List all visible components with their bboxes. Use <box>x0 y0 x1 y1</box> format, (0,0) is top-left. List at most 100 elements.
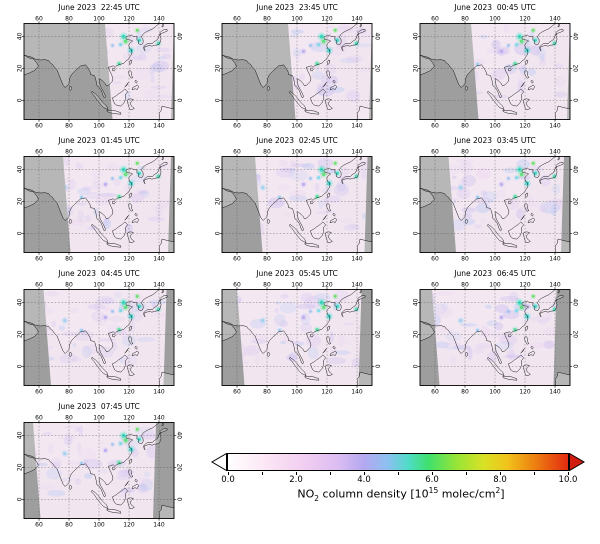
svg-text:140: 140 <box>153 388 165 395</box>
svg-text:40: 40 <box>214 298 221 306</box>
svg-text:20: 20 <box>572 64 579 72</box>
svg-text:20: 20 <box>16 463 23 471</box>
satellite-swath <box>33 422 156 519</box>
svg-text:20: 20 <box>16 330 23 338</box>
axis-ticks <box>417 287 573 388</box>
svg-text:0: 0 <box>176 98 183 102</box>
colorbar-bar-row <box>211 452 591 472</box>
axis-labels: 60 60 80 80 100 100 120 120 140 140 0 0 20 20 40 40 <box>16 148 182 262</box>
svg-text:0: 0 <box>214 231 221 235</box>
svg-text:0: 0 <box>176 364 183 368</box>
panel-title: June 2023 02:45 UTC <box>256 136 338 145</box>
svg-text:40: 40 <box>214 165 221 173</box>
coastlines <box>222 23 372 120</box>
svg-text:100: 100 <box>489 255 501 262</box>
svg-text:20: 20 <box>214 64 221 72</box>
svg-text:80: 80 <box>263 281 271 288</box>
svg-text:80: 80 <box>65 255 73 262</box>
svg-text:80: 80 <box>65 414 73 421</box>
svg-text:80: 80 <box>65 122 73 129</box>
svg-text:100: 100 <box>489 148 501 155</box>
coastlines <box>24 289 174 386</box>
svg-text:80: 80 <box>461 15 469 22</box>
svg-text:120: 120 <box>123 388 135 395</box>
colorbar-tick-mark <box>364 472 365 475</box>
colorbar-label-mid: column density [10 <box>319 487 429 501</box>
map-canvas: 60 60 80 80 100 100 120 120 140 140 0 0 20 20 40 40 <box>16 281 183 395</box>
svg-text:140: 140 <box>153 255 165 262</box>
panel-title: June 2023 01:45 UTC <box>58 136 140 145</box>
svg-text:80: 80 <box>263 15 271 22</box>
svg-text:0: 0 <box>16 497 23 501</box>
axis-ticks <box>21 287 177 388</box>
svg-text:40: 40 <box>16 165 23 173</box>
coastlines <box>222 156 372 253</box>
svg-text:100: 100 <box>93 255 105 262</box>
panel-title: June 2023 06:45 UTC <box>454 269 536 278</box>
colorbar-tick-mark <box>432 472 433 475</box>
svg-text:140: 140 <box>549 281 561 288</box>
svg-text:100: 100 <box>291 255 303 262</box>
svg-text:100: 100 <box>291 122 303 129</box>
map-canvas: 60 60 80 80 100 100 120 120 140 140 0 0 20 20 40 40 <box>412 281 578 395</box>
svg-text:120: 120 <box>321 15 333 22</box>
svg-text:20: 20 <box>412 197 419 205</box>
svg-text:100: 100 <box>291 281 303 288</box>
colorbar-label-pre: NO <box>297 487 315 501</box>
colorbar-label-sub: 2 <box>314 493 320 503</box>
coastlines <box>24 23 174 120</box>
svg-text:60: 60 <box>35 148 43 155</box>
map-canvas: 60 60 80 80 100 100 120 120 140 140 0 0 20 20 40 40 <box>214 148 381 262</box>
colorbar-ticks: 0.0 2.0 4.0 6.0 8.0 10.0 <box>221 472 577 486</box>
svg-text:100: 100 <box>489 15 501 22</box>
svg-text:0: 0 <box>214 98 221 102</box>
svg-text:100: 100 <box>489 122 501 129</box>
gridlines <box>24 289 174 386</box>
svg-text:0: 0 <box>16 98 23 102</box>
map-canvas: 60 60 80 80 100 100 120 120 140 140 0 0 20 20 40 40 <box>412 148 578 262</box>
svg-text:0: 0 <box>412 364 419 368</box>
axis-ticks <box>417 21 573 122</box>
svg-text:140: 140 <box>351 281 363 288</box>
colorbar-tick-mark <box>500 472 501 475</box>
svg-text:20: 20 <box>16 64 23 72</box>
svg-text:40: 40 <box>412 32 419 40</box>
svg-text:40: 40 <box>176 32 183 40</box>
svg-text:100: 100 <box>291 148 303 155</box>
svg-text:120: 120 <box>321 388 333 395</box>
svg-text:60: 60 <box>233 388 241 395</box>
svg-text:40: 40 <box>572 32 579 40</box>
colorbar-tick-mark <box>466 472 467 475</box>
svg-text:140: 140 <box>351 15 363 22</box>
colorbar-label: NO2 column density [1015 molec/cm2] <box>211 486 591 503</box>
svg-text:120: 120 <box>519 15 531 22</box>
svg-text:20: 20 <box>214 330 221 338</box>
svg-text:140: 140 <box>351 388 363 395</box>
colorbar-label-post: molec/cm <box>438 487 496 501</box>
map-panel-8: June 2023 05:45 UTC 60 60 80 80 100 100 120 120 1… <box>198 268 396 401</box>
svg-text:100: 100 <box>93 15 105 22</box>
svg-text:120: 120 <box>123 122 135 129</box>
panel-title: June 2023 22:45 UTC <box>58 3 140 12</box>
colorbar-tick-label: 10.0 <box>558 475 578 485</box>
svg-text:20: 20 <box>374 197 381 205</box>
coastlines <box>222 289 372 386</box>
map-panel-3: June 2023 00:45 UTC 60 60 80 80 100 100 120 120 1… <box>396 2 594 135</box>
svg-text:120: 120 <box>123 255 135 262</box>
svg-text:40: 40 <box>214 32 221 40</box>
coastlines <box>24 156 174 253</box>
svg-text:100: 100 <box>291 388 303 395</box>
svg-text:80: 80 <box>461 122 469 129</box>
gridlines <box>24 23 174 120</box>
svg-text:80: 80 <box>65 148 73 155</box>
colorbar-tick-mark <box>398 472 399 475</box>
satellite-swath <box>448 156 564 253</box>
svg-text:100: 100 <box>93 521 105 528</box>
svg-text:100: 100 <box>291 15 303 22</box>
svg-text:140: 140 <box>153 521 165 528</box>
axis-labels: 60 60 80 80 100 100 120 120 140 140 0 0 20 20 40 40 <box>16 414 182 528</box>
svg-text:0: 0 <box>374 98 381 102</box>
svg-text:140: 140 <box>549 148 561 155</box>
svg-text:60: 60 <box>431 281 439 288</box>
axis-labels: 60 60 80 80 100 100 120 120 140 140 0 0 20 20 40 40 <box>214 281 380 395</box>
